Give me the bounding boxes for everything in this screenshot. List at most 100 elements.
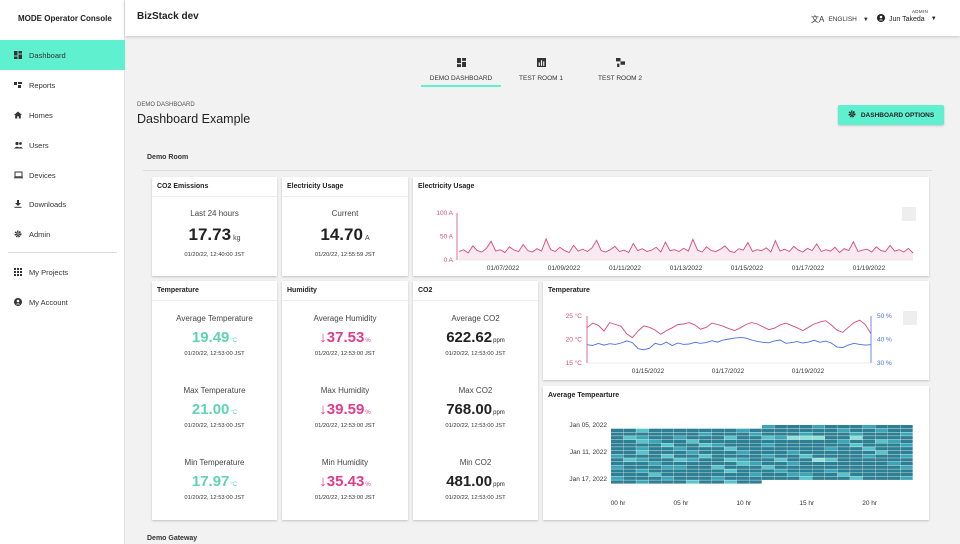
- heatmap-cell: [762, 454, 775, 458]
- heatmap-cell: [611, 432, 624, 436]
- heatmap-cell: [787, 465, 800, 469]
- heatmap-cell: [661, 472, 674, 477]
- heatmap-cell: [900, 465, 913, 469]
- sidebar-item-homes[interactable]: Homes: [0, 100, 125, 130]
- heatmap-cell: [686, 480, 699, 484]
- x-tick-label: 01/15/2022: [731, 265, 764, 272]
- sidebar-item-admin[interactable]: Admin: [0, 219, 125, 249]
- heatmap-cell: [749, 428, 762, 432]
- heatmap-cell: [900, 461, 913, 466]
- heatmap-cell: [749, 472, 762, 477]
- heatmap-cell: [787, 472, 800, 477]
- sidebar-item-reports[interactable]: Reports: [0, 70, 125, 100]
- heatmap-cell: [623, 454, 636, 458]
- heatmap-cell: [686, 465, 699, 469]
- y-tick-label: 100 A: [436, 210, 453, 217]
- sidebar-item-downloads[interactable]: Downloads: [0, 189, 125, 219]
- heatmap-cell: [787, 454, 800, 458]
- heatmap-cell: [862, 436, 875, 440]
- x-tick-label: 15 hr: [799, 500, 815, 507]
- sidebar-item-label: Homes: [29, 110, 53, 120]
- heatmap-cell: [837, 465, 850, 469]
- heatmap-cell: [862, 443, 875, 447]
- heatmap-cell: [711, 428, 724, 432]
- dashboard-icon: [421, 58, 501, 69]
- heatmap-cell: [900, 439, 913, 444]
- heatmap-cell: [636, 443, 649, 447]
- heatmap-cell: [724, 472, 737, 477]
- heatmap-cell: [875, 458, 888, 462]
- dashboard-options-button[interactable]: DASHBOARD OPTIONS: [838, 105, 944, 125]
- tab-demo-dashboard[interactable]: DEMO DASHBOARD: [421, 58, 501, 87]
- left-tick-label: 15 °C: [566, 359, 583, 367]
- heatmap-cell: [900, 432, 913, 436]
- language-label: ENGLISH: [828, 16, 857, 23]
- sidebar-item-my-projects[interactable]: My Projects: [0, 257, 125, 287]
- heatmap-cell: [875, 425, 888, 429]
- heatmap-cell: [736, 476, 750, 480]
- arrow-down-icon: ↓: [319, 329, 327, 346]
- heatmap-cell: [661, 439, 674, 444]
- heatmap-cell: [661, 469, 674, 473]
- heatmap-cell: [824, 425, 838, 429]
- heatmap-cell: [699, 436, 712, 440]
- stat-label: Max Humidity: [320, 386, 370, 395]
- heatmap-cell: [850, 439, 863, 444]
- sidebar-item-label: My Account: [29, 297, 68, 307]
- heatmap-cell: [648, 450, 662, 455]
- heatmap-cell: [812, 439, 825, 444]
- heatmap-cell: [812, 447, 825, 451]
- heatmap-cell: [661, 432, 674, 436]
- stat-timestamp: 01/20/22, 12:53:00 JST: [445, 423, 506, 429]
- heatmap-cell: [837, 461, 850, 466]
- tab-test-room-1[interactable]: TEST ROOM 1: [501, 58, 581, 82]
- heatmap-cell: [736, 461, 750, 466]
- user-menu[interactable]: Jun Takeda ▼: [877, 14, 937, 24]
- heatmap-cell: [699, 454, 712, 458]
- stat-label: Average Temperature: [176, 314, 253, 323]
- heatmap-chart: Jan 05, 2022 Jan 11, 2022 Jan 17, 2022 00 h…: [569, 422, 913, 507]
- language-selector[interactable]: 文A ENGLISH ▼: [811, 14, 869, 25]
- sidebar-item-my-account[interactable]: My Account: [0, 287, 125, 317]
- heatmap-cell: [875, 472, 888, 477]
- tab-test-room-2[interactable]: TEST ROOM 2: [580, 58, 660, 82]
- stat-value: 21.00: [191, 401, 230, 418]
- heatmap-cell: [711, 469, 724, 473]
- heatmap-cell: [623, 428, 636, 432]
- heatmap-cell: [850, 428, 863, 432]
- heatmap-cell: [812, 454, 825, 458]
- stat-timestamp: 01/20/22, 12:40:00 JST: [184, 252, 245, 258]
- heatmap-cell: [887, 450, 901, 455]
- chart-menu-button[interactable]: [902, 207, 916, 221]
- heatmap-cell: [799, 443, 813, 447]
- stat-label: Min CO2: [459, 458, 492, 467]
- heatmap-cell: [673, 458, 687, 462]
- sidebar-item-users[interactable]: Users: [0, 130, 125, 160]
- heatmap-cell: [648, 436, 662, 440]
- heatmap-cell: [648, 465, 662, 469]
- heatmap-cell: [812, 469, 825, 473]
- right-tick-label: 30 %: [877, 360, 892, 367]
- stat-timestamp: 01/20/22, 12:53:00 JST: [445, 351, 506, 357]
- x-tick-label: 01/19/2022: [792, 368, 825, 375]
- series-line: [586, 337, 872, 351]
- heatmap-cell: [648, 439, 662, 444]
- heatmap-cell: [887, 465, 901, 469]
- sidebar-item-label: Reports: [29, 80, 56, 90]
- stat-unit: °C: [230, 338, 238, 344]
- sidebar-item-dashboard[interactable]: Dashboard: [0, 40, 125, 70]
- heatmap-cell: [623, 447, 636, 451]
- card-title: Temperature: [548, 287, 590, 294]
- x-tick-label: 01/17/2022: [712, 368, 745, 375]
- sidebar-item-devices[interactable]: Devices: [0, 160, 125, 190]
- heatmap-cell: [850, 469, 863, 473]
- heatmap-cell: [661, 454, 674, 458]
- heatmap-cell: [824, 447, 838, 451]
- heatmap-cell: [812, 436, 825, 440]
- heatmap-cell: [850, 447, 863, 451]
- heatmap-cell: [724, 476, 737, 480]
- stat-block: Max CO2 768.00ppm 01/20/22, 12:53:00 JST: [413, 386, 538, 429]
- heatmap-cell: [724, 443, 737, 447]
- reports-icon: [13, 80, 23, 90]
- chart-menu-button[interactable]: [903, 311, 917, 325]
